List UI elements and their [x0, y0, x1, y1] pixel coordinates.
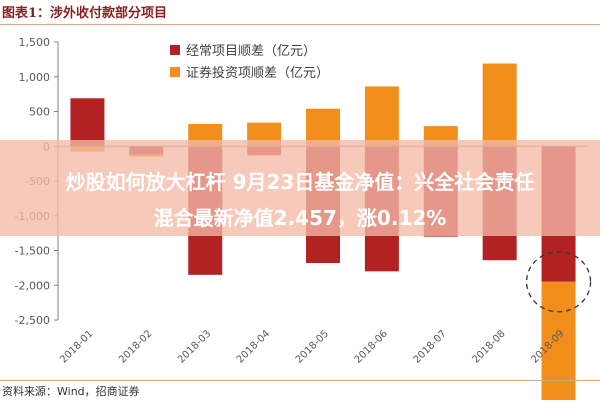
source-note: 资料来源：Wind，招商证券 — [2, 385, 140, 398]
headline-line-2[interactable]: 混合最新净值2.457，涨0.12% — [153, 206, 447, 230]
current-account-bar — [70, 98, 105, 147]
highlight-circle — [525, 251, 592, 313]
legend-swatch — [170, 67, 180, 77]
x-tick-label: 2018-08 — [470, 328, 507, 365]
y-tick-label: 1,000 — [19, 71, 51, 84]
figure-footer: 资料来源：Wind，招商证券 — [0, 380, 600, 401]
y-tick-label: -2,500 — [15, 314, 50, 327]
figure-header: 图表1：涉外收付款部分项目 — [0, 0, 600, 25]
headline-line-1[interactable]: 炒股如何放大杠杆 9月23日基金净值：兴全社会责任 — [65, 170, 535, 194]
legend-label: 证券投资项顺差（亿元） — [186, 65, 329, 81]
securities-bar — [306, 108, 340, 147]
y-tick-label: 500 — [29, 106, 50, 119]
x-tick-label: 2018-03 — [176, 328, 213, 365]
y-tick-label: -2,000 — [15, 279, 50, 292]
x-tick-label: 2018-06 — [353, 328, 390, 365]
y-tick-label: -1,500 — [15, 245, 50, 258]
legend-label: 经常项目顺差（亿元） — [186, 44, 316, 59]
y-tick-label: 1,500 — [19, 36, 51, 49]
legend-swatch — [170, 45, 180, 55]
securities-bar — [364, 86, 399, 147]
x-tick-label: 2018-04 — [235, 328, 272, 365]
headline-banner — [0, 140, 600, 236]
x-tick-label: 2018-02 — [117, 328, 154, 365]
x-tick-label: 2018-01 — [58, 328, 95, 365]
x-tick-label: 2018-07 — [412, 328, 449, 365]
figure-title: 图表1：涉外收付款部分项目 — [2, 6, 168, 21]
securities-bar — [482, 63, 517, 147]
x-tick-label: 2018-05 — [294, 328, 331, 365]
